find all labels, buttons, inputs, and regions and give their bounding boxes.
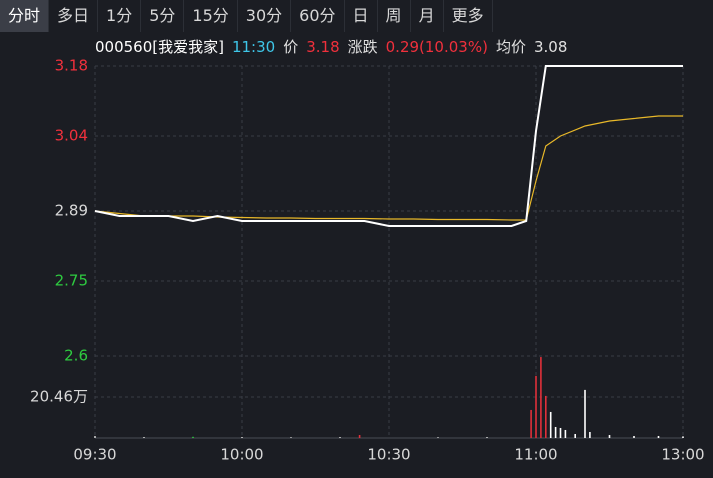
volume-bar [657,435,660,438]
volume-bar [290,437,292,438]
price: 3.18 [306,38,340,56]
y-tick-label: 3.18 [55,57,88,75]
tab[interactable]: 15分 [184,0,238,32]
x-tick-label: 10:30 [367,446,410,464]
change-label: 涨跌 [347,38,378,56]
x-tick-label: 11:00 [514,446,557,464]
time: 11:30 [231,38,276,56]
volume-bar [559,427,562,438]
volume-bar [549,411,552,438]
tab[interactable]: 30分 [238,0,292,32]
price-line [94,65,683,227]
tab[interactable]: 5分 [141,0,185,32]
volume-bar [486,436,488,438]
avg-label: 均价 [495,38,526,56]
volume-bar [589,431,591,438]
tab[interactable]: 更多 [444,0,493,32]
volume-bar [94,435,96,438]
volume-bar [554,426,557,438]
x-tick-label: 09:30 [73,446,116,464]
price-label: 价 [283,38,299,56]
tab[interactable]: 多日 [49,0,99,32]
volume-bar [530,409,532,438]
tab[interactable]: 1分 [98,0,142,32]
volume-bar [633,435,635,438]
volume-bar [339,436,341,438]
y-tick-label: 2.6 [64,347,88,365]
price-line [94,115,683,221]
tab[interactable]: 分时 [0,0,50,32]
volume-bar [437,437,439,438]
y-tick-label: 2.75 [55,272,88,290]
info-line: 000560[我爱我家] 11:30 价 3.18 涨跌 0.29(10.03%) 均价 3.… [95,36,575,57]
y-tick-label: 3.04 [55,127,88,145]
volume-bar [540,357,542,438]
tab[interactable]: 月 [411,0,444,32]
volume-bar [241,436,243,438]
change: 0.29(10.03%) [385,38,488,56]
x-tick-label: 13:00 [661,446,704,464]
volume-tick-label: 20.46万 [30,388,88,406]
volume-bar [608,434,611,438]
volume-bar [584,389,586,438]
tab[interactable]: 60分 [291,0,345,32]
y-tick-label: 2.89 [55,202,88,220]
volume-bar [545,395,547,438]
volume-bar [574,433,576,438]
stock-code: 000560[我爱我家] [95,38,224,56]
avg: 3.08 [533,38,568,56]
volume-bar [564,429,567,438]
volume-bar [143,436,145,438]
volume-bar [535,375,537,438]
tab-bar: 分时 多日 1分 5分 15分 30分 60分日周月更多 [0,0,493,32]
volume-bar [192,436,194,438]
volume-bar [358,434,361,438]
x-tick-label: 10:00 [220,446,263,464]
tab[interactable]: 日 [345,0,378,32]
tab[interactable]: 周 [378,0,411,32]
volume-bar [682,436,684,438]
